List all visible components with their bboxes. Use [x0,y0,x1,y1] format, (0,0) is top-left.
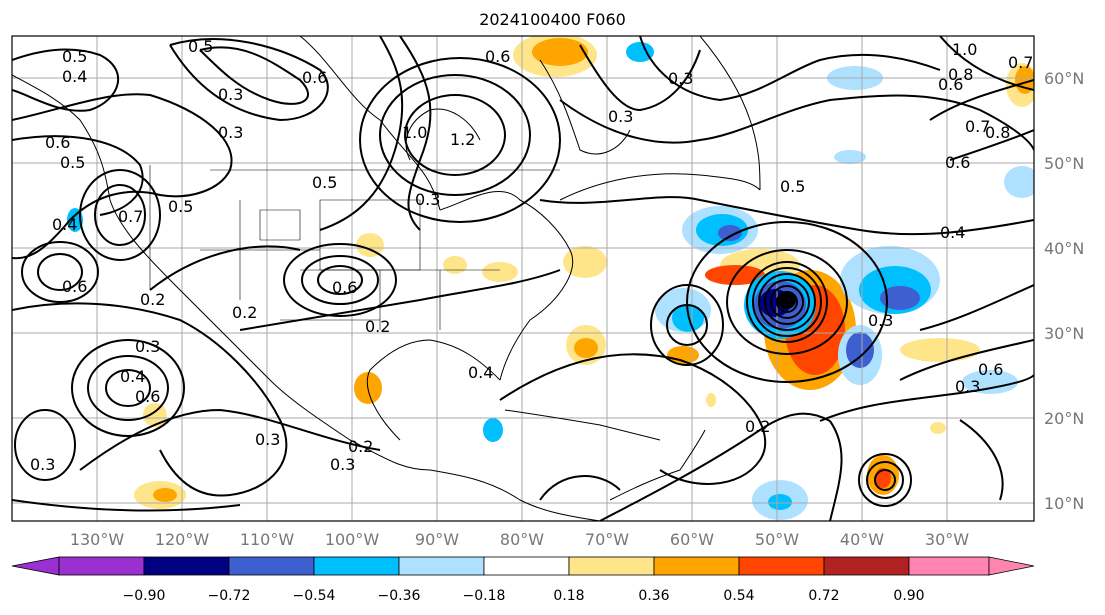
lon-tick-label: 70°W [585,530,629,549]
lon-tick-label: 40°W [840,530,884,549]
contour-label: 0.5 [312,173,337,192]
colorbar-segment [483,556,570,576]
contour-label: 1.2 [450,130,475,149]
longitude-ticks: 130°W 120°W 110°W 100°W 90°W 80°W 70°W 6… [70,530,969,549]
contour-label: 0.5 [60,153,85,172]
lon-tick-label: 50°W [755,530,799,549]
colorbar-extend-low [11,556,60,576]
contour-label: 0.5 [168,197,193,216]
contour-label: 0.4 [940,223,965,242]
colorbar-segment [568,556,655,576]
contour-label: 0.3 [608,107,633,126]
latitude-ticks: 60°N 50°N 40°N 30°N 20°N 10°N [1044,69,1084,513]
contour-label: 0.3 [868,311,893,330]
colorbar-tick-label: 0.72 [808,588,839,604]
lon-tick-label: 30°W [925,530,969,549]
low-center-marker [778,291,796,309]
contour-label: 0.2 [140,290,165,309]
map-frame [11,35,1035,522]
lat-tick-label: 10°N [1044,494,1084,513]
lat-tick-label: 60°N [1044,69,1084,88]
contour-label: 0.4 [52,215,77,234]
contour-label: 0.3 [330,455,355,474]
contour-label: 0.6 [45,133,70,152]
contour-label: 0.4 [62,67,87,86]
map-title: 2024100400 F060 [479,10,626,29]
colorbar-tick-label: 0.36 [638,588,669,604]
colorbar-tick-label: 0.90 [893,588,924,604]
colorbar-segment [908,556,990,576]
contour-label: 0.6 [302,68,327,87]
colorbar-extend-high [988,556,1035,576]
colorbar [11,556,1035,576]
lon-tick-label: 110°W [240,530,295,549]
contour-label: 0.7 [965,117,990,136]
contour-label: 0.6 [945,153,970,172]
colorbar-ticks: −0.90 −0.72 −0.54 −0.36 −0.18 0.18 0.36 … [123,588,925,604]
lon-tick-label: 80°W [500,530,544,549]
colorbar-segment [823,556,910,576]
colorbar-segment [398,556,485,576]
contour-label-layer: 0.5 0.4 0.6 0.5 0.3 0.6 0.4 0.3 0.6 0.5 … [30,37,1033,474]
state-borders [149,165,560,330]
contour-label: 0.3 [255,430,280,449]
lat-tick-label: 40°N [1044,239,1084,258]
contour-label: 0.6 [978,360,1003,379]
colorbar-segment [143,556,230,576]
colorbar-tick-label: −0.90 [123,588,166,604]
contour-label: 0.4 [468,363,493,382]
contour-label: 0.7 [1008,53,1033,72]
lon-tick-label: 90°W [415,530,459,549]
colorbar-tick-label: −0.18 [463,588,506,604]
contour-label: 0.2 [348,437,373,456]
contour-label: 0.3 [955,377,980,396]
contour-label: 0.6 [485,47,510,66]
contour-label: 0.5 [62,47,87,66]
contour-lines [12,36,1034,521]
contour-label: 0.8 [985,123,1010,142]
lat-tick-label: 20°N [1044,409,1084,428]
contour-label: 1.0 [402,123,427,142]
contour-label: 0.5 [780,177,805,196]
colorbar-tick-label: −0.36 [378,588,421,604]
lon-tick-label: 130°W [70,530,125,549]
contour-label: 0.8 [948,65,973,84]
colorbar-tick-label: 0.18 [553,588,584,604]
contour-label: 0.6 [135,387,160,406]
colorbar-segment [738,556,825,576]
contour-label: 0.7 [118,207,143,226]
contour-label: 0.2 [365,317,390,336]
coastlines [12,36,761,521]
contour-label: 0.3 [135,337,160,356]
contour-label: 1.0 [952,40,977,59]
contour-label: 0.6 [938,75,963,94]
colorbar-tick-label: −0.72 [208,588,251,604]
contour-label: 0.6 [332,278,357,297]
lat-tick-label: 30°N [1044,324,1084,343]
shaded-anomalies [67,36,1034,520]
contour-label: 0.5 [188,37,213,56]
contour-label: 0.2 [232,303,257,322]
colorbar-segment [313,556,400,576]
lon-tick-label: 60°W [670,530,714,549]
lon-tick-label: 100°W [325,530,380,549]
contour-label: 0.3 [30,455,55,474]
colorbar-tick-label: 0.54 [723,588,754,604]
contour-label: 0.4 [120,367,145,386]
colorbar-segment [58,556,145,576]
colorbar-segment [653,556,740,576]
colorbar-segment [228,556,315,576]
contour-label: 0.3 [415,190,440,209]
contour-label: 0.3 [218,123,243,142]
contour-label: 0.6 [62,277,87,296]
lon-tick-label: 120°W [155,530,210,549]
contour-label: 0.2 [745,417,770,436]
lat-tick-label: 50°N [1044,154,1084,173]
contour-label: 0.3 [668,69,693,88]
contour-label: 0.3 [218,85,243,104]
colorbar-tick-label: −0.54 [293,588,336,604]
